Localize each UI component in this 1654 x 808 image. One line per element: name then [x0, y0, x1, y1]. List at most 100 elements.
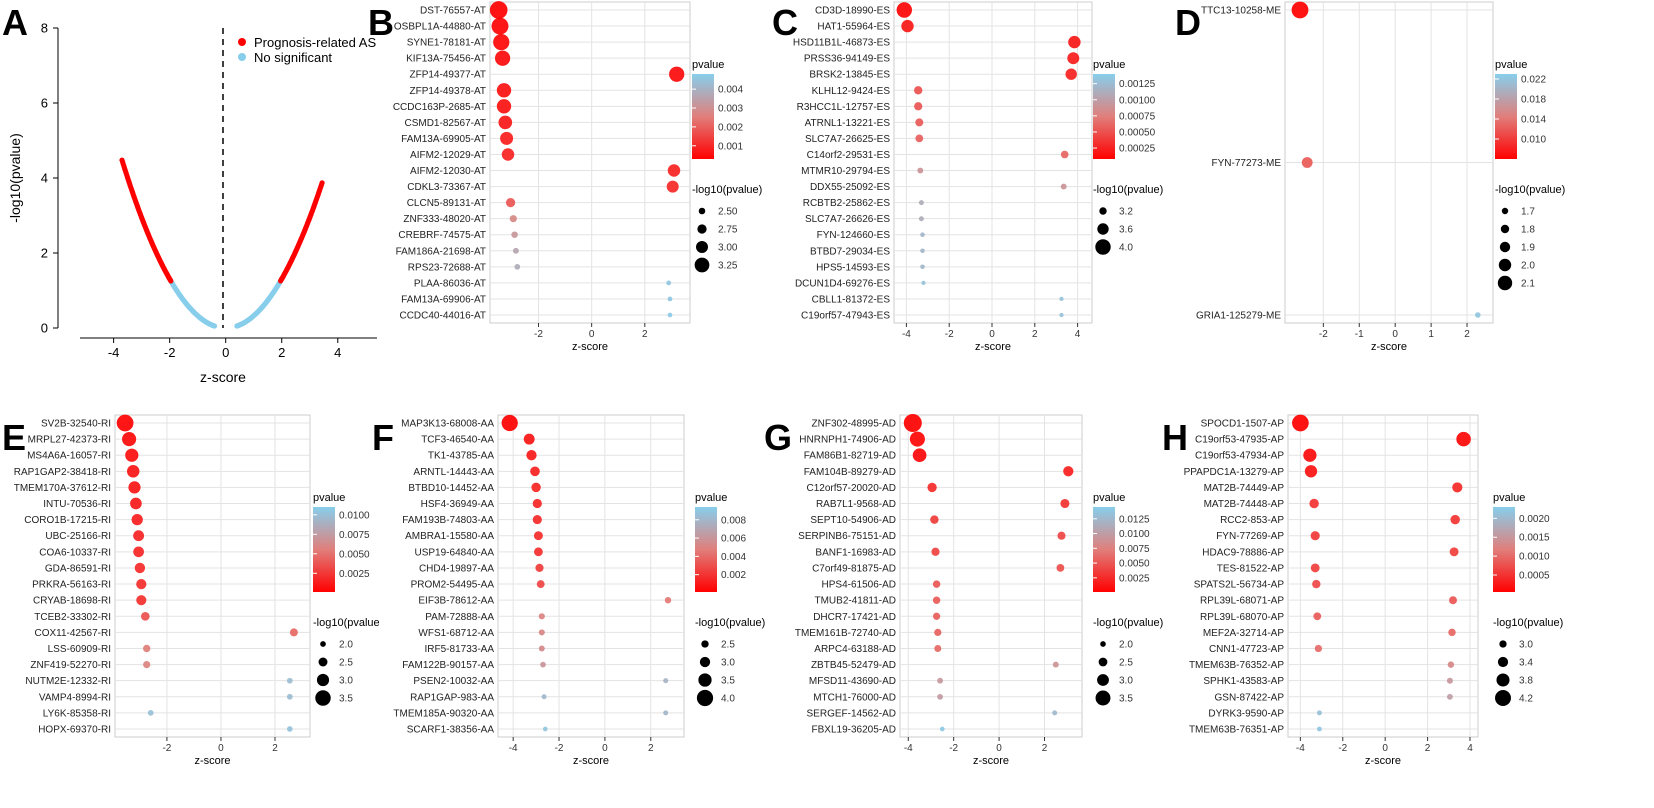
bubble-points	[489, 1, 685, 318]
row-label: PRKRA-56163-RI	[32, 580, 111, 591]
row-label: FAM13A-69906-AT	[401, 294, 486, 305]
bubble-point	[903, 413, 922, 433]
colorbar-tick-label: 0.0020	[1519, 514, 1550, 525]
bubble-point	[496, 99, 512, 114]
colorbar-tick-label: 0.00075	[1119, 111, 1156, 122]
bubble-point	[931, 547, 940, 556]
bubble-points	[903, 413, 1074, 732]
row-label: IRF5-81733-AA	[425, 644, 495, 655]
size-legend-label: 3.5	[339, 694, 353, 705]
bubble-point	[1303, 448, 1317, 462]
colorbar-tick-label: 0.006	[721, 534, 746, 545]
row-label: BRSK2-13845-ES	[809, 70, 890, 81]
bubble-point	[1063, 466, 1074, 477]
pvalue-legend: pvalue 0.004 0.003 0.002 0.001	[692, 59, 743, 159]
bubble-point	[1456, 431, 1471, 447]
bubble-point	[1309, 498, 1319, 509]
bubble-point	[921, 280, 926, 286]
size-legend-title: -log10(pvalue)	[692, 184, 762, 196]
bubble-point	[1447, 661, 1455, 668]
colorbar-tick-label: 0.0050	[339, 549, 370, 560]
row-label: RCC2-853-AP	[1220, 515, 1284, 526]
colorbar-tick-label: 0.00100	[1119, 95, 1156, 106]
bubble-point	[1065, 68, 1077, 80]
bubble-point	[1446, 677, 1453, 684]
pvalue-legend: pvalue 0.022 0.018 0.014 0.010	[1495, 59, 1546, 159]
panel-f-bubble-chart: F MAP3K13-68008-AA TCF3-46540-AA TK1-43785-…	[372, 414, 765, 767]
colorbar-tick-label: 0.0100	[339, 510, 370, 521]
row-label: TMEM63B-76351-AP	[1189, 725, 1284, 736]
size-legend-dot	[1498, 258, 1512, 272]
row-label: CRYAB-18698-RI	[33, 596, 111, 607]
row-label: VAMP4-8994-RI	[39, 692, 111, 703]
bubble-point	[489, 1, 508, 19]
bubble-point	[509, 215, 517, 223]
size-legend-dot	[1097, 223, 1109, 235]
row-label: COX11-42567-RI	[34, 628, 111, 639]
row-label: KLHL12-9424-ES	[812, 86, 891, 97]
bubble-point	[937, 677, 943, 684]
row-label: ARNTL-14443-AA	[413, 467, 494, 478]
row-label: RPL39L-68071-AP	[1200, 596, 1284, 607]
row-label: DCUN1D4-69276-ES	[795, 278, 890, 289]
bubble-point	[1452, 482, 1463, 493]
size-legend-label: 4.0	[721, 694, 735, 705]
gridlines	[894, 2, 1092, 323]
colorbar-tick-label: 0.00125	[1119, 79, 1156, 90]
bubble-point	[133, 546, 144, 558]
row-label: TK1-43785-AA	[428, 451, 494, 462]
bubble-point	[1060, 183, 1067, 190]
size-legend-dot	[1095, 239, 1111, 255]
row-label: SEPT10-54906-AD	[810, 515, 896, 526]
y-tick-labels: MAP3K13-68008-AA TCF3-46540-AA TK1-43785-A…	[393, 419, 494, 736]
row-label: CD3D-18990-ES	[815, 6, 890, 17]
panel-b-bubble-chart: B DST-76557-AT OSBPL1A-44880-AT SYNE1-78181…	[368, 1, 762, 353]
bubble-point	[927, 482, 937, 493]
size-legend-label: 3.5	[721, 676, 735, 687]
bubble-point	[1449, 596, 1457, 605]
row-label: SV2B-32540-RI	[41, 419, 111, 430]
colorbar-tick-label: 0.008	[721, 515, 746, 526]
plot-area	[893, 1, 1093, 324]
size-legend-dot	[698, 673, 712, 687]
panel-letter-g: G	[764, 417, 792, 458]
row-label: FYN-77273-ME	[1212, 158, 1282, 169]
x-axis-ticks: -4 -2 0 2 4	[1296, 737, 1473, 754]
row-label: COA6-10337-RI	[39, 547, 111, 558]
size-legend-label: 3.00	[718, 243, 738, 254]
bubble-point	[666, 280, 672, 286]
bubble-point	[523, 433, 535, 445]
size-legend-label: 2.5	[721, 640, 735, 651]
pvalue-colorbar	[695, 507, 717, 592]
row-label: TMEM161B-72740-AD	[795, 628, 896, 639]
size-legend-label: 1.9	[1521, 243, 1535, 254]
size-legend-dot	[320, 641, 326, 647]
bubble-point	[932, 612, 941, 620]
size-legend-title: -log10(pvalue)	[1093, 184, 1163, 196]
size-legend: -log10(pvalue 2.0 2.5 3.0 3.5	[313, 617, 380, 706]
y-tick-labels: TTC13-10258-ME FYN-77273-ME GRIA1-125279-M…	[1196, 6, 1281, 322]
bubble-point	[538, 613, 545, 620]
row-label: MFSD11-43690-AD	[809, 676, 896, 687]
row-label: BTBD10-14452-AA	[408, 483, 494, 494]
bubble-point	[1446, 693, 1453, 700]
x-tick-label: 4	[334, 345, 341, 360]
row-label: C14orf2-29531-ES	[807, 150, 891, 161]
row-label: TMEM63B-76352-AP	[1189, 660, 1284, 671]
size-legend-title: -log10(pvalue)	[1093, 617, 1163, 629]
row-label: HOPX-69370-RI	[38, 725, 111, 736]
row-label: INTU-70536-RI	[43, 499, 111, 510]
bubble-point	[126, 465, 140, 478]
row-label: ZNF419-52270-RI	[30, 660, 111, 671]
x-tick-label: 2	[642, 329, 648, 340]
colorbar-tick-label: 0.0100	[1119, 529, 1150, 540]
x-tick-label: 0	[218, 743, 224, 754]
x-tick-label: 0	[222, 345, 229, 360]
panel-letter-d: D	[1175, 2, 1201, 43]
bubble-point	[1316, 710, 1322, 716]
row-label: MRPL27-42373-RI	[28, 435, 111, 446]
size-legend-dot	[1098, 657, 1108, 667]
y-tick-label: 4	[41, 171, 48, 186]
size-legend-dot	[315, 690, 331, 706]
y-tick-label: 6	[41, 96, 48, 111]
